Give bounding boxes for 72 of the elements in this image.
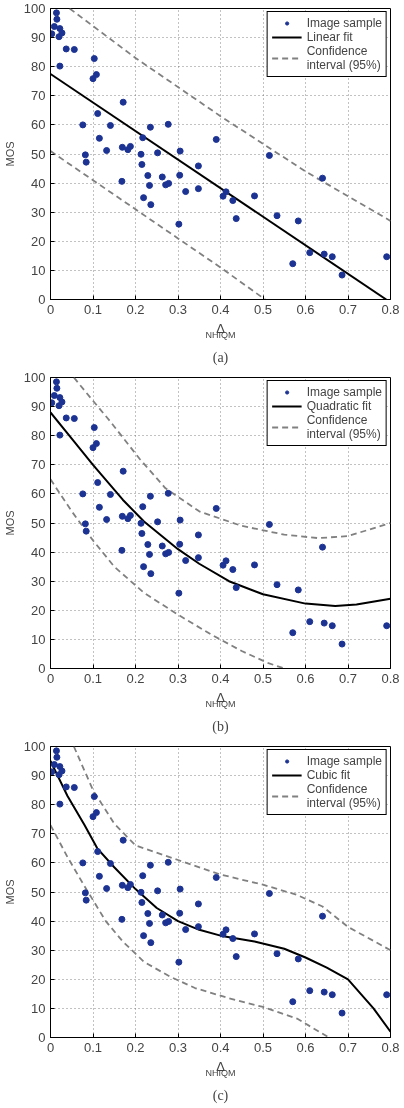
y-tick-label: 30 (31, 204, 46, 220)
y-tick-label: 40 (31, 913, 46, 929)
y-tick-label: 100 (23, 370, 46, 385)
x-tick-label: 0.7 (338, 301, 358, 317)
legend-label: Confidence interval (95%) (306, 782, 381, 810)
x-tick-label: 0.4 (211, 1039, 230, 1055)
y-tick-label: 70 (31, 826, 46, 842)
x-tick-label: 0.4 (211, 670, 230, 686)
y-axis-title: MOS (3, 141, 16, 167)
y-tick-label: 10 (31, 631, 46, 647)
y-tick-label: 70 (31, 88, 46, 104)
y-tick-label: 60 (31, 486, 46, 502)
y-tick-label: 100 (23, 1, 46, 16)
x-tick-label: 0.2 (126, 670, 145, 686)
y-tick-label: 60 (31, 117, 46, 133)
y-tick-label: 100 (23, 739, 46, 754)
legend-label: Image sample (306, 754, 382, 768)
x-tick-label: 0.2 (126, 301, 145, 317)
y-tick-label: 30 (31, 573, 46, 589)
y-axis-title: MOS (3, 879, 16, 905)
text: (a) (212, 349, 229, 366)
y-tick-label: 90 (31, 768, 46, 784)
y-tick-label: 90 (31, 399, 46, 415)
y-tick-label: 40 (31, 175, 46, 191)
x-tick-label: 0.8 (381, 670, 400, 686)
y-tick-label: 50 (31, 884, 46, 900)
y-tick-label: 30 (31, 942, 46, 958)
legend-label: Image sample (306, 16, 382, 30)
legend-label: Linear fit (306, 30, 353, 44)
y-tick-label: 80 (31, 428, 46, 444)
legend-label: Cubic fit (306, 768, 350, 782)
y-tick-label: 50 (31, 515, 46, 531)
x-tick-label: 0.2 (126, 1039, 145, 1055)
y-tick-label: 50 (31, 146, 46, 162)
y-tick-label: 60 (31, 855, 46, 871)
y-tick-label: 20 (31, 233, 46, 249)
x-tick-label: 0.5 (253, 670, 273, 686)
text: (c) (212, 1087, 229, 1104)
text: (b) (212, 718, 229, 735)
y-tick-label: 40 (31, 544, 46, 560)
y-tick-label: 80 (31, 59, 46, 75)
x-tick-label: 0.1 (83, 670, 103, 686)
x-tick-label: 0.3 (168, 301, 188, 317)
x-tick-label: 0.3 (168, 670, 188, 686)
x-tick-label: 0.7 (338, 1039, 358, 1055)
legend-label: Image sample (306, 385, 382, 399)
x-tick-label: 0.5 (253, 1039, 273, 1055)
x-tick-label: 0.1 (83, 1039, 103, 1055)
y-tick-label: 80 (31, 797, 46, 813)
y-tick-label: 90 (31, 30, 46, 46)
x-tick-label: 0.8 (381, 1039, 400, 1055)
x-tick-label: 0.6 (296, 1039, 315, 1055)
y-tick-label: 70 (31, 457, 46, 473)
x-tick-label: 0.1 (83, 301, 103, 317)
y-tick-label: 10 (31, 262, 46, 278)
x-tick-label: 0.5 (253, 301, 273, 317)
x-axis-title: ΔNHIQM (205, 320, 236, 340)
legend-label: Confidence interval (95%) (306, 44, 381, 72)
y-axis-title: MOS (3, 510, 16, 536)
y-tick-label: 20 (31, 971, 46, 987)
x-tick-label: 0.6 (296, 301, 315, 317)
x-tick-label: 0.8 (381, 301, 400, 317)
x-tick-label: 0.4 (211, 301, 230, 317)
x-tick-label: 0.3 (168, 1039, 188, 1055)
y-tick-label: 10 (31, 1000, 46, 1016)
y-tick-label: 20 (31, 602, 46, 618)
x-axis-title: ΔNHIQM (205, 689, 236, 709)
legend-label: Confidence interval (95%) (306, 413, 381, 441)
x-axis-title: ΔNHIQM (205, 1058, 236, 1078)
x-tick-label: 0.7 (338, 670, 358, 686)
legend-label: Quadratic fit (306, 399, 372, 413)
x-tick-label: 0.6 (296, 670, 315, 686)
